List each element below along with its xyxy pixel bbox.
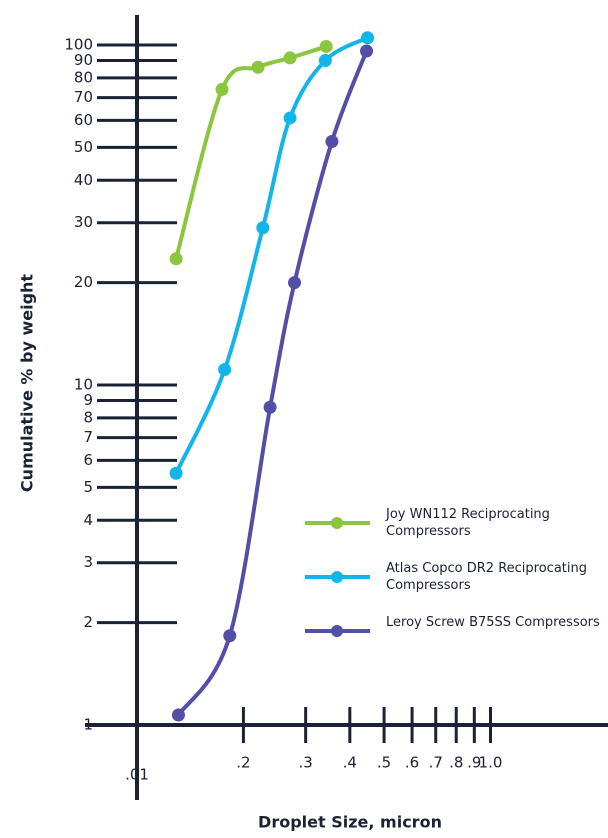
data-point <box>360 44 374 58</box>
y-tick-label: 70 <box>74 88 93 106</box>
data-point <box>251 60 265 74</box>
y-tick-label: 8 <box>83 408 93 426</box>
data-point <box>318 54 332 68</box>
data-point <box>256 221 270 235</box>
y-tick-label: 90 <box>74 51 93 69</box>
x-tick-label: .6 <box>405 754 419 772</box>
x-tick-label: .9 <box>467 754 481 772</box>
legend-label: Leroy Screw B75SS Compressors <box>386 615 600 630</box>
legend-marker <box>331 517 343 529</box>
legend-marker <box>331 571 343 583</box>
y-tick-label: 9 <box>83 391 93 409</box>
x-tick-label: 1.0 <box>479 754 503 772</box>
data-point <box>218 363 232 377</box>
data-point <box>283 111 297 125</box>
x-tick-label: .5 <box>377 754 391 772</box>
legend-marker <box>331 625 343 637</box>
legend-label: Atlas Copco DR2 Reciprocating Compressor… <box>386 561 587 593</box>
x-tick-label: .3 <box>299 754 313 772</box>
data-point <box>169 466 183 480</box>
data-point <box>223 629 237 643</box>
y-tick-label: 60 <box>74 111 93 129</box>
y-tick-label: 4 <box>83 511 93 529</box>
y-tick-label: 10 <box>74 375 93 393</box>
y-tick-label: 3 <box>83 553 93 571</box>
x-axis-label: Droplet Size, micron <box>258 813 442 832</box>
data-point <box>283 51 297 65</box>
y-tick-label: 2 <box>83 613 93 631</box>
y-axis-label: Cumulative % by weight <box>18 274 37 492</box>
data-point <box>361 31 375 45</box>
series-line <box>176 50 369 717</box>
data-point <box>325 135 339 149</box>
y-tick-label: 30 <box>74 213 93 231</box>
y-tick-label: 6 <box>83 451 93 469</box>
y-tick-label: 5 <box>83 478 93 496</box>
data-point <box>171 708 185 722</box>
x-tick-label: .7 <box>429 754 443 772</box>
y-tick-label: 1 <box>83 715 93 733</box>
y-tick-label: 50 <box>74 138 93 156</box>
x-tick-label: .2 <box>236 754 250 772</box>
y-tick-label: 40 <box>74 171 93 189</box>
series-line <box>174 44 327 260</box>
legend-label: Joy WN112 Reciprocating Compressors <box>386 507 550 539</box>
data-point <box>169 252 183 266</box>
x-tick-label: .01 <box>125 766 149 784</box>
y-tick-label: 80 <box>74 68 93 86</box>
data-point <box>319 39 333 53</box>
y-tick-label: 100 <box>64 35 93 53</box>
data-point <box>215 82 229 96</box>
x-tick-label: .8 <box>449 754 463 772</box>
data-point <box>263 400 277 414</box>
data-point <box>288 276 302 290</box>
y-tick-label: 7 <box>83 428 93 446</box>
y-tick-label: 20 <box>74 273 93 291</box>
x-tick-label: .4 <box>343 754 357 772</box>
